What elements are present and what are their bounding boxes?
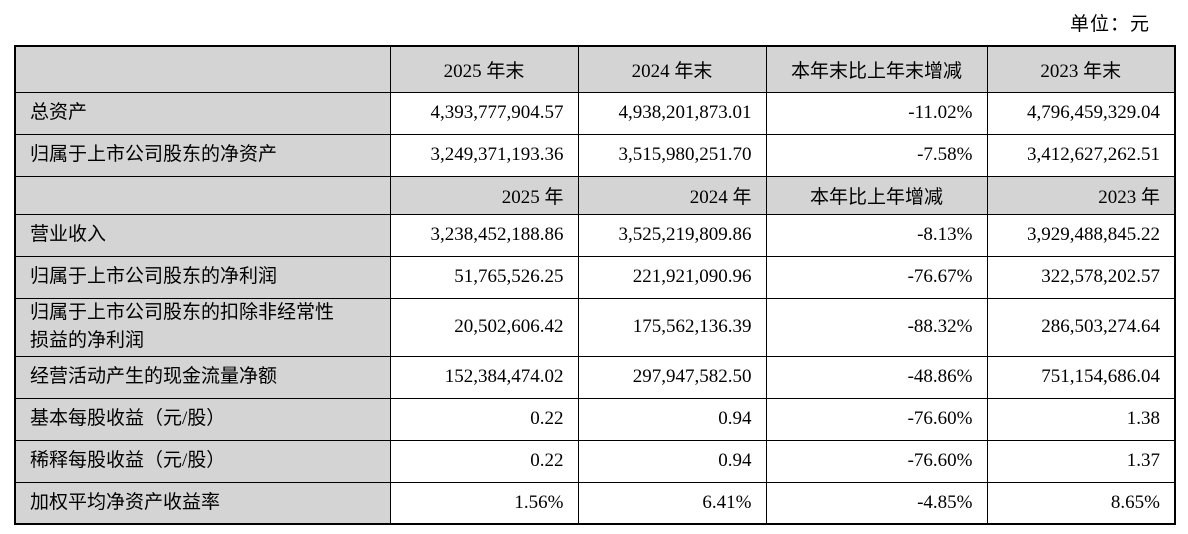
period-header-row: 2025 年 2024 年 本年比上年增减 2023 年	[14, 175, 1176, 215]
table-row-revenue: 营业收入 3,238,452,188.86 3,525,219,809.86 -…	[14, 213, 1176, 257]
table-row-operating-cash-flow: 经营活动产生的现金流量净额 152,384,474.02 297,947,582…	[14, 355, 1176, 399]
table-row-basic-eps: 基本每股收益（元/股） 0.22 0.94 -76.60% 1.38	[14, 397, 1176, 441]
value-2024: 4,938,201,873.01	[577, 91, 767, 135]
value-2024: 0.94	[577, 439, 767, 483]
value-change: -11.02%	[765, 91, 988, 135]
value-2024: 3,525,219,809.86	[577, 213, 767, 257]
column-header-yoy-change: 本年比上年增减	[765, 175, 988, 215]
value-change: -4.85%	[765, 481, 988, 525]
value-2023: 322,578,202.57	[986, 255, 1176, 299]
column-header-2025-end: 2025 年末	[389, 45, 579, 93]
value-2025: 1.56%	[389, 481, 579, 525]
value-2023: 8.65%	[986, 481, 1176, 525]
row-label: 归属于上市公司股东的净利润	[14, 255, 391, 299]
value-2025: 20,502,606.42	[389, 297, 579, 357]
value-2023: 1.37	[986, 439, 1176, 483]
period-end-header-row: 2025 年末 2024 年末 本年末比上年末增减 2023 年末	[14, 45, 1176, 93]
value-2025: 0.22	[389, 439, 579, 483]
value-2024: 3,515,980,251.70	[577, 133, 767, 177]
column-header-2023-end: 2023 年末	[986, 45, 1176, 93]
table-row-weighted-avg-roe: 加权平均净资产收益率 1.56% 6.41% -4.85% 8.65%	[14, 481, 1176, 525]
value-2024: 0.94	[577, 397, 767, 441]
unit-label: 单位：元	[1069, 14, 1150, 35]
value-2024: 175,562,136.39	[577, 297, 767, 357]
value-2023: 286,503,274.64	[986, 297, 1176, 357]
value-change: -7.58%	[765, 133, 988, 177]
row-label: 归属于上市公司股东的净资产	[14, 133, 391, 177]
value-2025: 51,765,526.25	[389, 255, 579, 299]
value-change: -48.86%	[765, 355, 988, 399]
column-header-2025: 2025 年	[389, 175, 579, 215]
row-label: 总资产	[14, 91, 391, 135]
value-2023: 751,154,686.04	[986, 355, 1176, 399]
corner-cell	[14, 45, 391, 93]
value-change: -76.60%	[765, 397, 988, 441]
value-2025: 3,238,452,188.86	[389, 213, 579, 257]
table-row-net-profit: 归属于上市公司股东的净利润 51,765,526.25 221,921,090.…	[14, 255, 1176, 299]
value-2023: 1.38	[986, 397, 1176, 441]
key-financials-table: 2025 年末 2024 年末 本年末比上年末增减 2023 年末 总资产 4,…	[14, 45, 1176, 525]
value-change: -76.60%	[765, 439, 988, 483]
value-2023: 4,796,459,329.04	[986, 91, 1176, 135]
value-2023: 3,412,627,262.51	[986, 133, 1176, 177]
row-label: 加权平均净资产收益率	[14, 481, 391, 525]
column-header-2023: 2023 年	[986, 175, 1176, 215]
table-row-total-assets: 总资产 4,393,777,904.57 4,938,201,873.01 -1…	[14, 91, 1176, 135]
row-label: 营业收入	[14, 213, 391, 257]
row-label: 基本每股收益（元/股）	[14, 397, 391, 441]
value-2025: 3,249,371,193.36	[389, 133, 579, 177]
row-label: 经营活动产生的现金流量净额	[14, 355, 391, 399]
corner-cell	[14, 175, 391, 215]
value-2024: 297,947,582.50	[577, 355, 767, 399]
row-label: 稀释每股收益（元/股）	[14, 439, 391, 483]
value-2023: 3,929,488,845.22	[986, 213, 1176, 257]
value-change: -8.13%	[765, 213, 988, 257]
value-2025: 4,393,777,904.57	[389, 91, 579, 135]
value-change: -76.67%	[765, 255, 988, 299]
value-2025: 0.22	[389, 397, 579, 441]
table-row-net-profit-excl-nonrecurring: 归属于上市公司股东的扣除非经常性 损益的净利润 20,502,606.42 17…	[14, 297, 1176, 357]
column-header-2024: 2024 年	[577, 175, 767, 215]
table-row-diluted-eps: 稀释每股收益（元/股） 0.22 0.94 -76.60% 1.37	[14, 439, 1176, 483]
column-header-yoy-end-change: 本年末比上年末增减	[765, 45, 988, 93]
value-2024: 221,921,090.96	[577, 255, 767, 299]
row-label: 归属于上市公司股东的扣除非经常性 损益的净利润	[14, 297, 391, 357]
table-row-net-assets: 归属于上市公司股东的净资产 3,249,371,193.36 3,515,980…	[14, 133, 1176, 177]
value-2024: 6.41%	[577, 481, 767, 525]
value-change: -88.32%	[765, 297, 988, 357]
column-header-2024-end: 2024 年末	[577, 45, 767, 93]
value-2025: 152,384,474.02	[389, 355, 579, 399]
